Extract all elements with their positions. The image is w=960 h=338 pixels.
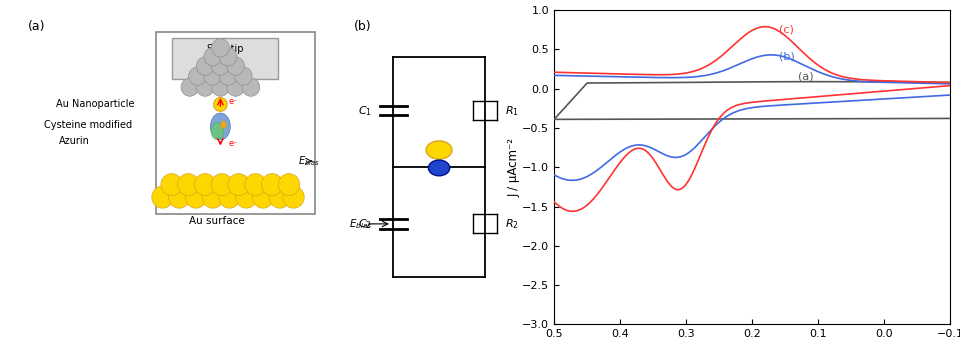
Circle shape <box>211 39 229 57</box>
Bar <box>172 39 278 79</box>
Circle shape <box>219 48 237 66</box>
Circle shape <box>211 78 229 96</box>
Text: Au Nanoparticle: Au Nanoparticle <box>56 99 134 110</box>
Text: $E_{bias}$: $E_{bias}$ <box>298 154 320 168</box>
Circle shape <box>189 67 206 85</box>
Circle shape <box>219 186 240 208</box>
Text: $E_{bias}$: $E_{bias}$ <box>349 217 372 231</box>
Circle shape <box>152 186 173 208</box>
Circle shape <box>203 186 224 208</box>
Circle shape <box>204 67 222 85</box>
Ellipse shape <box>428 160 449 176</box>
Circle shape <box>196 57 214 75</box>
Ellipse shape <box>211 122 224 140</box>
Text: (c): (c) <box>779 24 794 34</box>
Circle shape <box>269 186 291 208</box>
Circle shape <box>235 186 257 208</box>
Circle shape <box>252 186 274 208</box>
Text: (a): (a) <box>799 71 814 81</box>
Text: $C_2$: $C_2$ <box>358 217 372 231</box>
Ellipse shape <box>210 113 230 140</box>
Text: (b): (b) <box>779 52 795 62</box>
Circle shape <box>278 174 300 196</box>
Circle shape <box>204 48 222 66</box>
Text: Azurin: Azurin <box>59 136 89 146</box>
Circle shape <box>211 57 229 75</box>
Circle shape <box>196 78 214 96</box>
Bar <box>156 32 315 215</box>
Circle shape <box>214 98 228 111</box>
Circle shape <box>161 174 182 196</box>
Circle shape <box>283 186 304 208</box>
Ellipse shape <box>426 141 452 159</box>
Text: $C_1$: $C_1$ <box>358 104 372 118</box>
Text: STM tip: STM tip <box>206 44 243 54</box>
Circle shape <box>169 186 190 208</box>
Circle shape <box>219 67 237 85</box>
Text: (b): (b) <box>353 20 372 32</box>
Circle shape <box>228 174 250 196</box>
Text: $R_2$: $R_2$ <box>505 217 518 231</box>
Text: e⁻: e⁻ <box>228 139 238 148</box>
Y-axis label: J / μAcm⁻²: J / μAcm⁻² <box>508 138 520 197</box>
Circle shape <box>227 57 245 75</box>
Circle shape <box>178 174 199 196</box>
Circle shape <box>245 174 266 196</box>
Circle shape <box>227 78 245 96</box>
Text: (a): (a) <box>29 20 46 32</box>
Text: Au surface: Au surface <box>189 216 245 226</box>
Circle shape <box>261 174 283 196</box>
Circle shape <box>195 174 216 196</box>
Text: Cysteine modified: Cysteine modified <box>43 120 132 130</box>
Circle shape <box>181 78 199 96</box>
Circle shape <box>211 174 232 196</box>
Ellipse shape <box>221 121 227 129</box>
Text: e⁻: e⁻ <box>228 97 238 106</box>
Circle shape <box>242 78 260 96</box>
Text: $R_1$: $R_1$ <box>505 104 518 118</box>
Circle shape <box>234 67 252 85</box>
Circle shape <box>185 186 206 208</box>
